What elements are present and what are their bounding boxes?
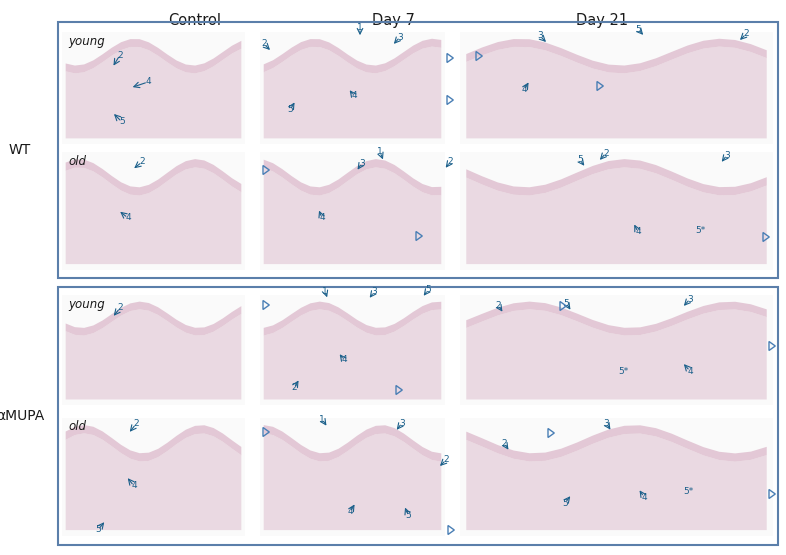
- Bar: [460, 418, 773, 536]
- PathPatch shape: [466, 47, 766, 138]
- Text: 2: 2: [117, 304, 123, 312]
- Text: 4: 4: [635, 228, 641, 236]
- Text: 4: 4: [687, 366, 692, 376]
- Text: 2: 2: [603, 149, 609, 158]
- Text: old: old: [68, 420, 86, 433]
- PathPatch shape: [263, 47, 441, 138]
- Text: 3: 3: [371, 287, 376, 296]
- PathPatch shape: [66, 39, 241, 73]
- Bar: [260, 418, 445, 536]
- Bar: [460, 32, 773, 144]
- Text: 2: 2: [261, 39, 266, 48]
- Bar: [62, 295, 245, 405]
- PathPatch shape: [263, 433, 441, 530]
- Text: 4: 4: [641, 492, 647, 502]
- Text: Control: Control: [168, 13, 222, 28]
- Text: 1: 1: [319, 415, 325, 423]
- Bar: [62, 152, 245, 270]
- Bar: [58, 287, 778, 545]
- Text: 1: 1: [322, 286, 328, 295]
- PathPatch shape: [66, 309, 241, 400]
- Text: Day 21: Day 21: [576, 13, 628, 28]
- Text: 2: 2: [291, 384, 297, 392]
- PathPatch shape: [66, 168, 241, 264]
- PathPatch shape: [263, 159, 441, 195]
- Text: old: old: [68, 155, 86, 168]
- PathPatch shape: [466, 168, 766, 264]
- Text: 5*: 5*: [683, 487, 693, 496]
- Bar: [62, 32, 245, 144]
- PathPatch shape: [466, 301, 766, 335]
- Text: αMUPA: αMUPA: [0, 409, 44, 423]
- Text: 5*: 5*: [618, 367, 628, 376]
- Text: 5*: 5*: [695, 226, 705, 235]
- Text: 4: 4: [131, 482, 137, 491]
- Text: 5: 5: [563, 299, 569, 307]
- PathPatch shape: [466, 425, 766, 462]
- Text: young: young: [68, 298, 105, 311]
- Text: 4: 4: [351, 92, 357, 100]
- PathPatch shape: [466, 309, 766, 400]
- Text: 3: 3: [687, 295, 693, 304]
- Text: 5: 5: [95, 526, 101, 534]
- Text: 4: 4: [319, 214, 325, 223]
- PathPatch shape: [263, 425, 441, 462]
- Text: 4: 4: [145, 78, 151, 87]
- Text: 2: 2: [443, 456, 449, 465]
- PathPatch shape: [466, 39, 766, 73]
- Bar: [460, 152, 773, 270]
- Bar: [260, 295, 445, 405]
- PathPatch shape: [263, 168, 441, 264]
- Bar: [260, 32, 445, 144]
- PathPatch shape: [66, 433, 241, 530]
- Text: 2: 2: [744, 29, 749, 38]
- Text: 1: 1: [377, 148, 383, 157]
- Text: 3: 3: [724, 150, 730, 159]
- Text: 3: 3: [603, 418, 609, 427]
- PathPatch shape: [263, 309, 441, 400]
- Text: 3: 3: [359, 159, 365, 168]
- Text: 5: 5: [425, 285, 431, 295]
- Text: 2: 2: [495, 300, 501, 310]
- Bar: [460, 295, 773, 405]
- PathPatch shape: [66, 301, 241, 336]
- Text: young: young: [68, 35, 105, 48]
- Text: 4: 4: [521, 85, 527, 94]
- Text: 2: 2: [501, 438, 507, 447]
- Text: 5: 5: [287, 105, 293, 114]
- Text: 5: 5: [405, 511, 411, 519]
- Text: 4: 4: [341, 356, 347, 365]
- Text: 1: 1: [357, 23, 363, 33]
- Text: 3: 3: [397, 33, 403, 42]
- Bar: [260, 152, 445, 270]
- Text: 5: 5: [635, 24, 641, 33]
- Text: 4: 4: [347, 507, 353, 517]
- PathPatch shape: [466, 433, 766, 530]
- PathPatch shape: [263, 39, 441, 73]
- Bar: [58, 22, 778, 278]
- Text: 2: 2: [139, 158, 145, 166]
- PathPatch shape: [66, 47, 241, 138]
- PathPatch shape: [263, 301, 441, 336]
- Text: 2: 2: [133, 420, 139, 428]
- Text: 4: 4: [125, 214, 130, 223]
- Text: WT: WT: [9, 143, 31, 157]
- Text: 2: 2: [447, 158, 453, 166]
- Text: 5: 5: [119, 118, 125, 127]
- Text: Day 7: Day 7: [372, 13, 414, 28]
- Text: 2: 2: [117, 51, 123, 59]
- PathPatch shape: [466, 159, 766, 195]
- Text: 3: 3: [537, 32, 543, 41]
- Bar: [62, 418, 245, 536]
- PathPatch shape: [66, 159, 241, 195]
- PathPatch shape: [66, 425, 241, 461]
- Text: 5: 5: [562, 498, 567, 507]
- Text: 3: 3: [399, 418, 405, 427]
- Text: 5: 5: [577, 155, 583, 164]
